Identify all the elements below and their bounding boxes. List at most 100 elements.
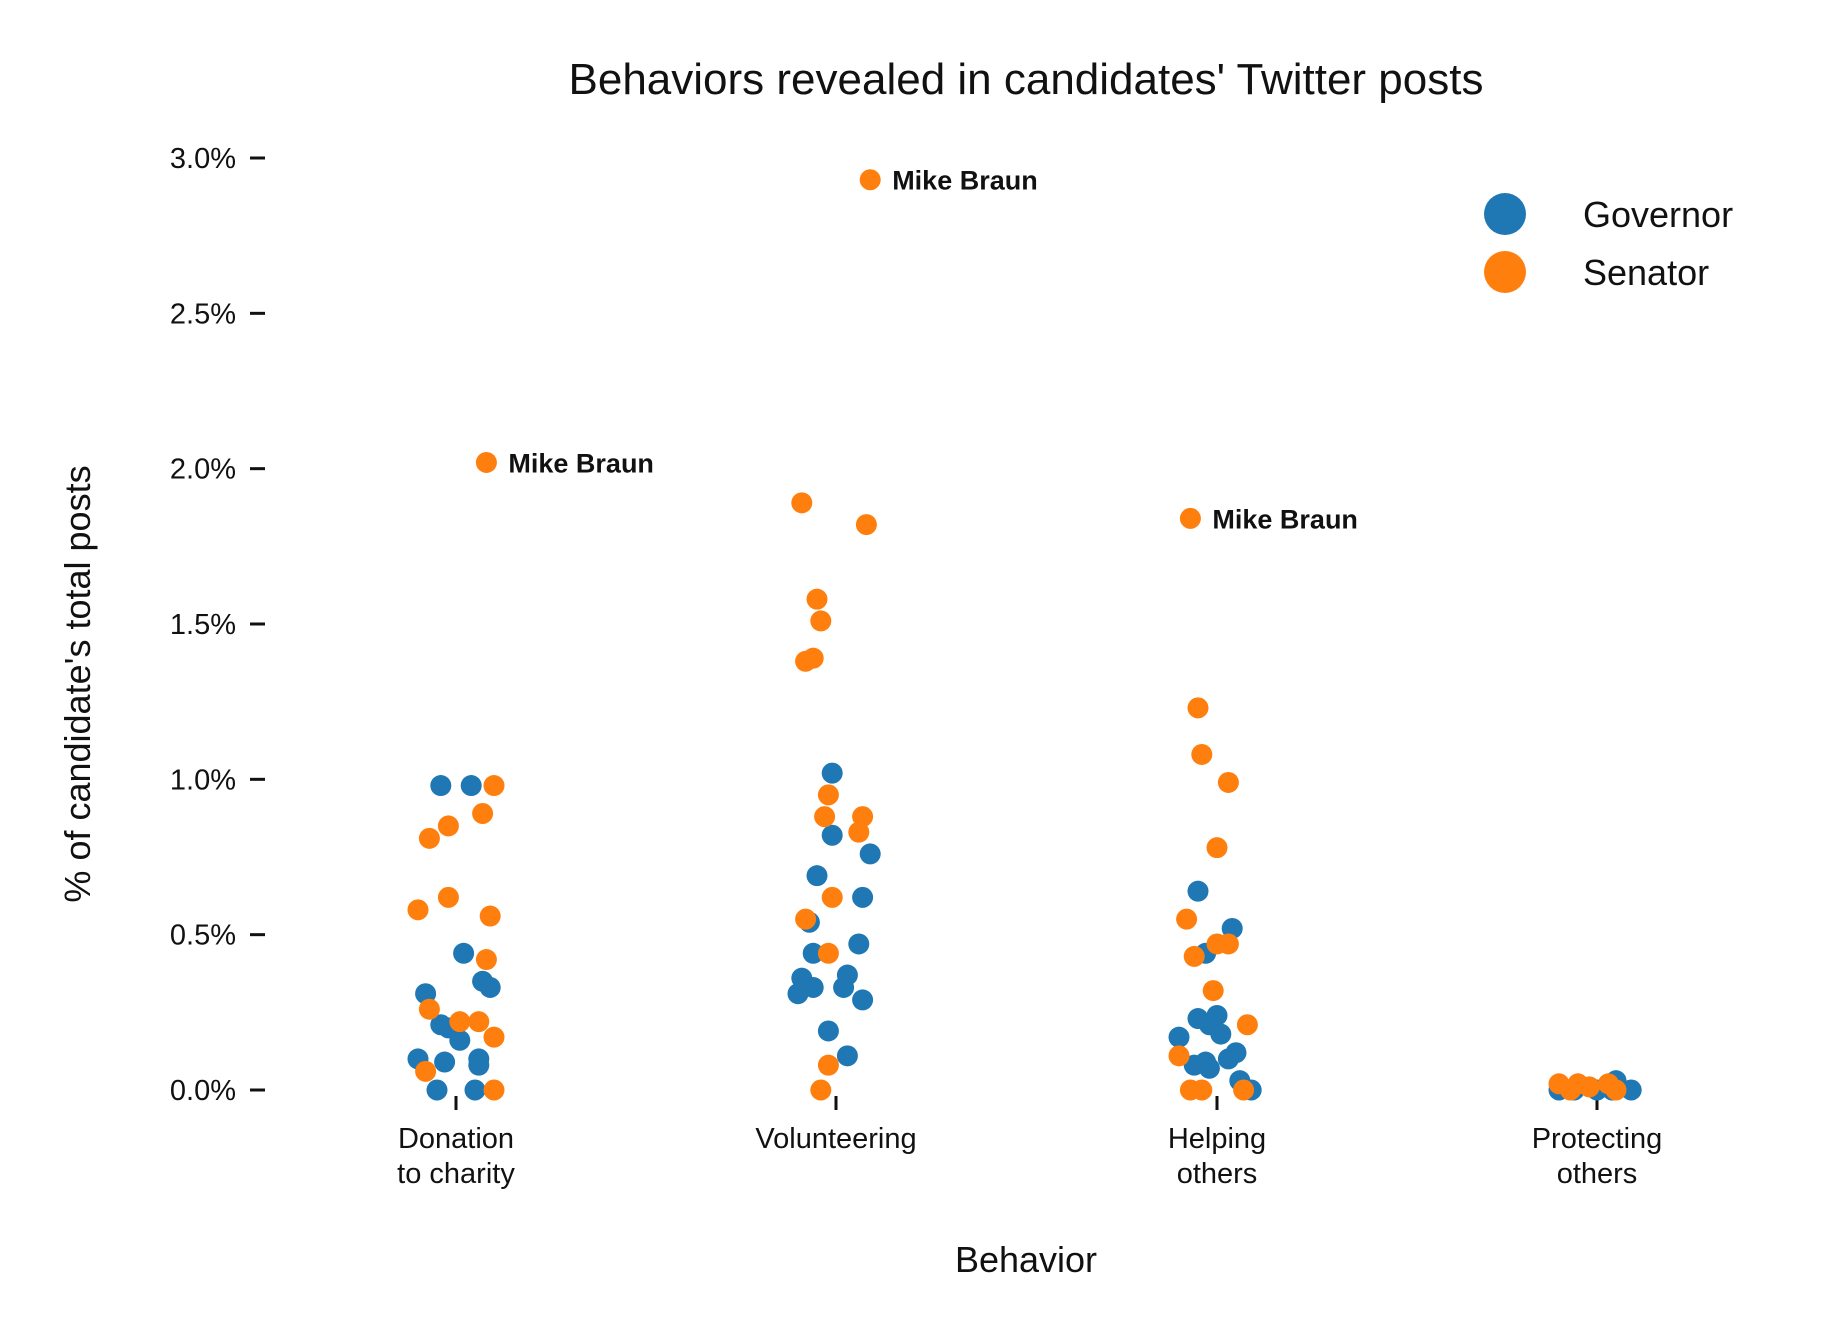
- point-annotation: Mike Braun: [1212, 504, 1358, 534]
- y-tick-label: 0.5%: [170, 920, 236, 952]
- senator-point: [418, 998, 440, 1020]
- senator-point: [791, 492, 813, 514]
- senator-point: [1206, 837, 1228, 859]
- x-tick-label-volunteering: Volunteering: [755, 1123, 916, 1155]
- legend-marker-senator: [1484, 251, 1526, 293]
- y-axis: 0.0% 0.5% 1.0% 1.5% 2.0% 2.5% 3.0%: [170, 143, 265, 1107]
- senator-point: [1236, 1014, 1258, 1036]
- senator-point: [1605, 1079, 1627, 1101]
- senator-point: [468, 1011, 490, 1033]
- senator-point: [859, 169, 881, 191]
- data-points: [407, 169, 1642, 1101]
- senator-point: [795, 650, 817, 672]
- governor-point: [449, 1029, 471, 1051]
- governor-point: [821, 824, 843, 846]
- senator-point: [848, 821, 870, 843]
- x-tick-label-protecting: Protecting others: [1532, 1123, 1663, 1190]
- governor-point: [787, 983, 809, 1005]
- senator-point: [817, 942, 839, 964]
- senator-point: [483, 775, 505, 797]
- senator-point: [806, 588, 828, 610]
- senator-point: [817, 1054, 839, 1076]
- x-axis: Donation to charity Volunteering Helping oth…: [397, 1096, 1662, 1190]
- governor-point: [833, 976, 855, 998]
- senator-point: [1183, 945, 1205, 967]
- senator-point: [814, 806, 836, 828]
- senator-point: [1578, 1076, 1600, 1098]
- senator-point: [415, 1060, 437, 1082]
- senator-point: [1179, 507, 1201, 529]
- senator-point: [479, 905, 501, 927]
- governor-point: [1217, 1048, 1239, 1070]
- senator-point: [795, 908, 817, 930]
- governor-point: [468, 1054, 490, 1076]
- y-tick-label: 1.5%: [170, 609, 236, 641]
- governor-point: [821, 762, 843, 784]
- series-governor: [407, 762, 1642, 1101]
- governor-point: [859, 843, 881, 865]
- y-tick-label: 0.0%: [170, 1075, 236, 1107]
- senator-point: [449, 1011, 471, 1033]
- senator-point: [1233, 1079, 1255, 1101]
- legend-label-senator: Senator: [1583, 252, 1709, 293]
- senator-point: [407, 899, 429, 921]
- governor-point: [464, 1079, 486, 1101]
- senator-point: [1191, 743, 1213, 765]
- y-tick-label: 1.0%: [170, 764, 236, 796]
- governor-point: [852, 989, 874, 1011]
- governor-point: [1210, 1023, 1232, 1045]
- senator-point: [483, 1079, 505, 1101]
- y-axis-label: % of candidate's total posts: [57, 465, 98, 902]
- governor-point: [430, 775, 452, 797]
- governor-point: [460, 775, 482, 797]
- senator-point: [810, 1079, 832, 1101]
- senator-point: [418, 827, 440, 849]
- senator-point: [472, 803, 494, 825]
- senator-point: [437, 886, 459, 908]
- governor-point: [817, 1020, 839, 1042]
- senator-point: [1168, 1045, 1190, 1067]
- senator-point: [1559, 1079, 1581, 1101]
- senator-point: [1202, 980, 1224, 1002]
- governor-point: [1187, 880, 1209, 902]
- governor-point: [806, 865, 828, 887]
- senator-point: [855, 514, 877, 536]
- governor-point: [426, 1079, 448, 1101]
- governor-point: [852, 886, 874, 908]
- point-annotation: Mike Braun: [508, 448, 654, 478]
- x-tick-label-helping: Helping others: [1168, 1123, 1266, 1190]
- legend: Governor Senator: [1484, 193, 1733, 293]
- senator-point: [475, 451, 497, 473]
- senator-point: [1191, 1079, 1213, 1101]
- senator-point: [817, 784, 839, 806]
- senator-point: [483, 1026, 505, 1048]
- x-axis-label: Behavior: [955, 1239, 1097, 1280]
- governor-point: [1620, 1079, 1642, 1101]
- governor-point: [836, 1045, 858, 1067]
- governor-point: [1168, 1026, 1190, 1048]
- senator-point: [821, 886, 843, 908]
- y-tick-label: 2.0%: [170, 454, 236, 486]
- legend-label-governor: Governor: [1583, 194, 1733, 235]
- governor-point: [434, 1051, 456, 1073]
- senator-point: [475, 949, 497, 971]
- senator-point: [1217, 771, 1239, 793]
- annotations: Mike Braun Mike Braun Mike Braun: [508, 166, 1358, 535]
- governor-point: [479, 976, 501, 998]
- senator-point: [810, 610, 832, 632]
- governor-point: [1198, 1057, 1220, 1079]
- y-tick-label: 2.5%: [170, 298, 236, 330]
- y-tick-label: 3.0%: [170, 143, 236, 175]
- x-tick-label-donation: Donation to charity: [397, 1123, 515, 1190]
- governor-point: [802, 942, 824, 964]
- senator-point: [1187, 697, 1209, 719]
- governor-point: [848, 933, 870, 955]
- chart-title: Behaviors revealed in candidates' Twitte…: [569, 55, 1484, 104]
- series-senator: [407, 169, 1627, 1101]
- legend-marker-governor: [1484, 193, 1526, 235]
- senator-point: [437, 815, 459, 837]
- senator-point: [1176, 908, 1198, 930]
- senator-point: [1217, 933, 1239, 955]
- point-annotation: Mike Braun: [892, 166, 1038, 196]
